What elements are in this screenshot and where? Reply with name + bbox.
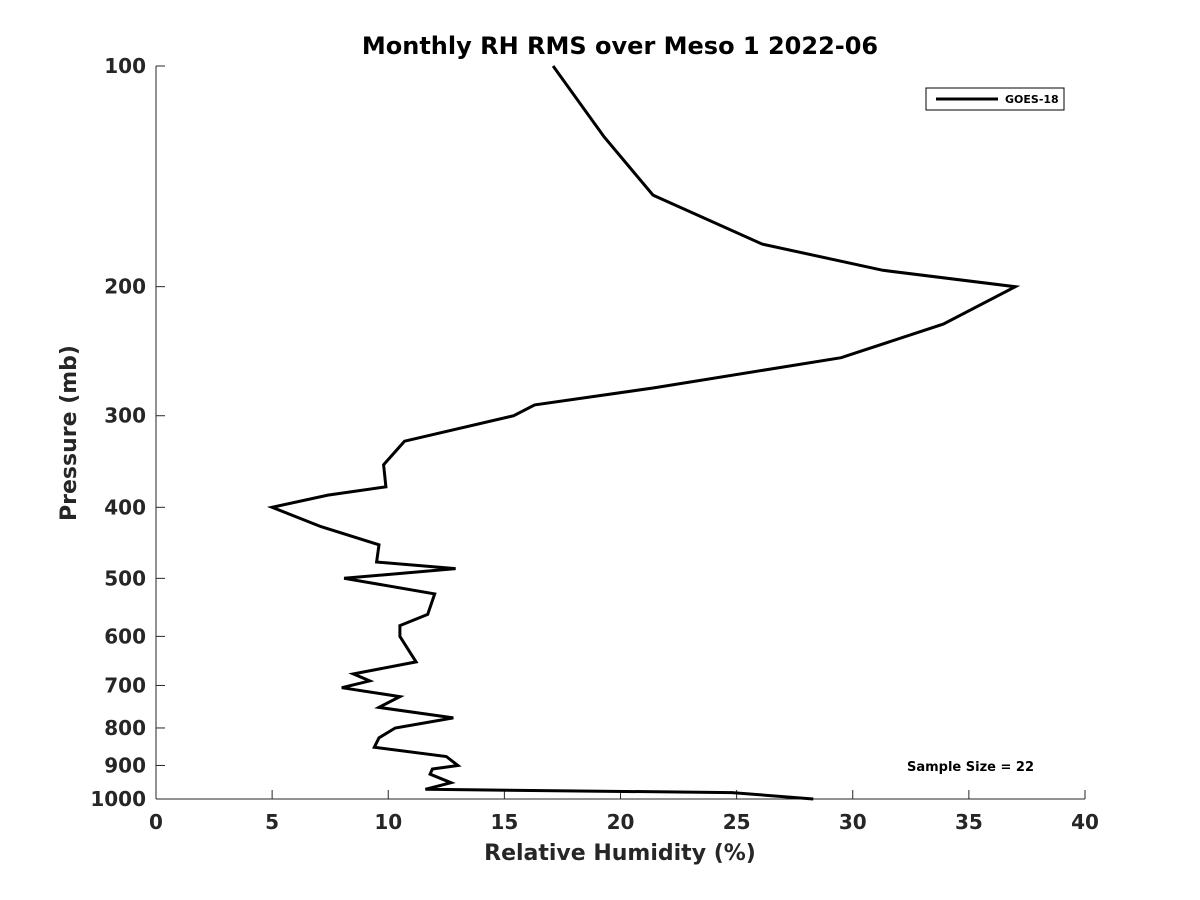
y-tick-label: 500 [104,566,146,590]
x-tick-label: 0 [149,810,163,834]
x-axis-label: Relative Humidity (%) [484,841,756,866]
legend: GOES-18 [925,87,1065,111]
x-tick-label: 35 [955,810,983,834]
x-tick-label: 10 [374,810,402,834]
y-axis-label: Pressure (mb) [57,345,82,521]
x-tick-label: 40 [1071,810,1099,834]
y-tick-label: 900 [104,753,146,777]
x-axis-ticks: 0 5 10 15 20 25 30 35 40 [149,790,1099,834]
y-tick-label: 300 [104,404,146,428]
x-tick-label: 25 [723,810,751,834]
series-line-goes-18 [266,65,1021,801]
x-tick-label: 15 [490,810,518,834]
sample-size-annotation: Sample Size = 22 [907,760,1034,775]
y-tick-label: 200 [104,275,146,299]
legend-label-goes-18: GOES-18 [1005,93,1059,106]
y-tick-label: 100 [104,54,146,78]
y-tick-label: 700 [104,673,146,697]
y-tick-label: 400 [104,495,146,519]
y-tick-label: 600 [104,624,146,648]
x-tick-label: 30 [839,810,867,834]
y-tick-label: 800 [104,716,146,740]
chart-title: Monthly RH RMS over Meso 1 2022-06 [362,32,878,60]
x-tick-label: 20 [607,810,635,834]
series-group [266,65,1021,801]
x-tick-label: 5 [265,810,279,834]
y-tick-label: 1000 [90,787,146,811]
y-axis-ticks: 100 200 300 400 500 600 700 800 900 1000 [90,54,165,811]
